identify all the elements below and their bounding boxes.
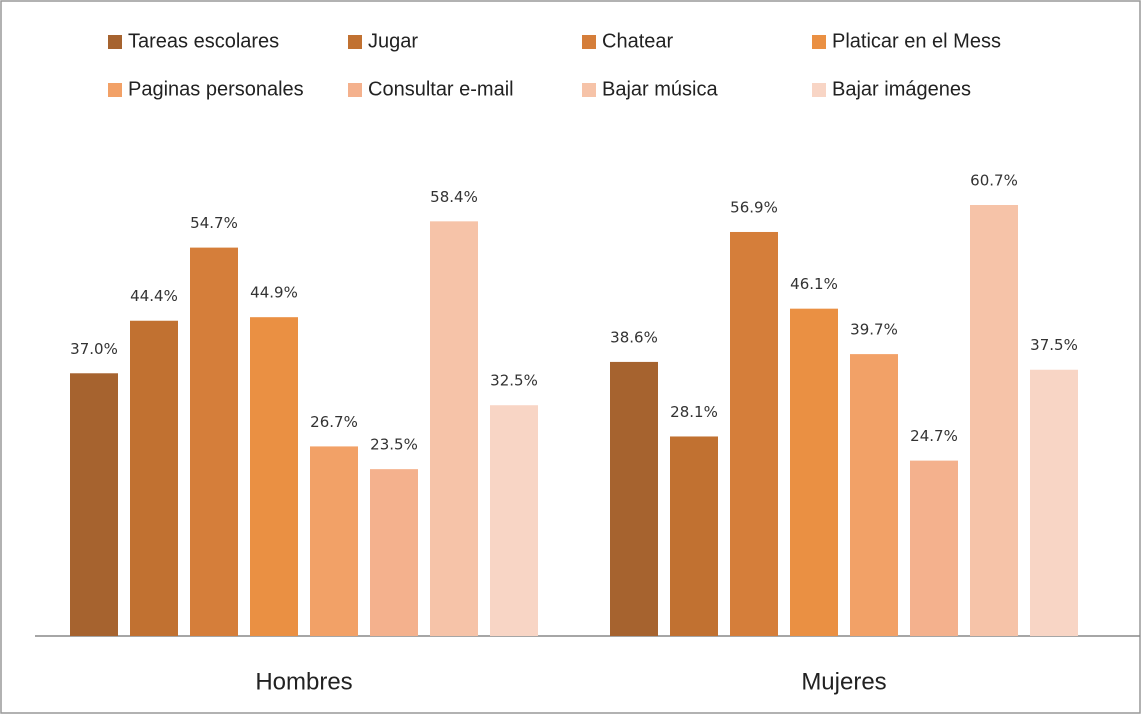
value-label: 58.4% [430,188,478,206]
legend-swatch [812,83,826,97]
legend-label: Chatear [602,30,673,52]
value-label: 37.5% [1030,336,1078,354]
value-label: 38.6% [610,328,658,346]
bar [70,373,118,636]
legend-swatch [348,35,362,49]
legend-swatch [582,83,596,97]
x-tick-label: Hombres [255,668,352,695]
x-tick-label: Mujeres [801,668,886,695]
value-label: 23.5% [370,436,418,454]
bar [190,247,238,636]
bar [730,231,778,636]
value-label: 46.1% [790,275,838,293]
bar [250,317,298,636]
legend-label: Consultar e-mail [368,78,514,100]
bar [1030,369,1078,636]
value-label: 54.7% [190,214,238,232]
value-label: 56.9% [730,198,778,216]
value-label: 28.1% [670,403,718,421]
legend-swatch [812,35,826,49]
bar [610,361,658,636]
value-label: 44.9% [250,284,298,302]
legend-swatch [108,83,122,97]
bar [310,446,358,636]
value-label: 26.7% [310,413,358,431]
value-label: 37.0% [70,340,118,358]
bar [670,436,718,636]
bar [790,308,838,636]
bar [430,221,478,637]
bar [130,320,178,636]
bar [490,405,538,636]
legend-label: Platicar en el Mess [832,30,1001,52]
legend-label: Bajar imágenes [832,78,971,100]
bar [910,460,958,636]
legend-label: Jugar [368,30,418,52]
legend-swatch [108,35,122,49]
value-label: 24.7% [910,427,958,445]
bar [850,354,898,636]
value-label: 39.7% [850,321,898,339]
value-label: 32.5% [490,372,538,390]
bar [370,469,418,636]
legend-swatch [582,35,596,49]
value-label: 44.4% [130,287,178,305]
legend-label: Bajar música [602,78,718,100]
legend-label: Paginas personales [128,78,304,100]
legend-swatch [348,83,362,97]
legend-label: Tareas escolares [128,30,279,52]
bar [970,205,1018,636]
value-label: 60.7% [970,172,1018,190]
